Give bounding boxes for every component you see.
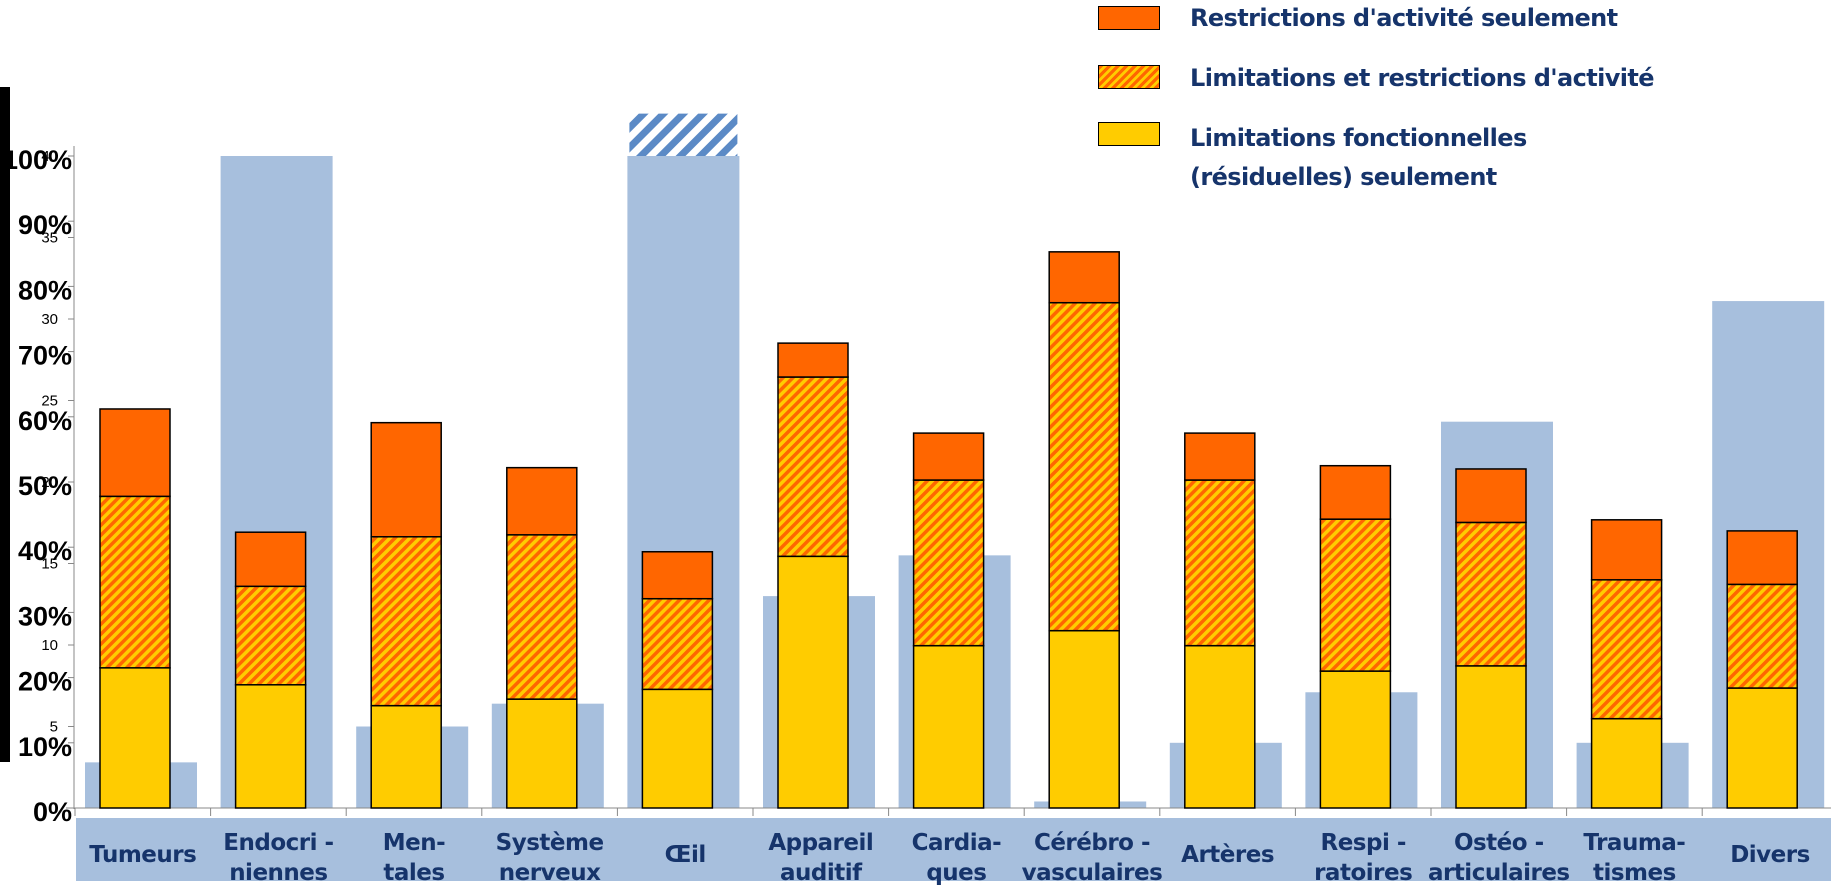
bar-segment-fonctionnelles bbox=[1184, 644, 1256, 809]
bar-segment-limitations-restrictions bbox=[506, 534, 578, 700]
category-labels: Tumeurs Endocri - niennes Men-tales Système n… bbox=[89, 830, 1810, 886]
percent-tick-label: 30% bbox=[18, 601, 72, 631]
percent-tick-label: 50% bbox=[18, 471, 72, 501]
bar-segment-restrictions bbox=[777, 342, 849, 378]
category-band bbox=[76, 818, 1831, 881]
category-label: Respi - bbox=[1320, 830, 1405, 856]
bar-segment-limitations-restrictions bbox=[1048, 301, 1120, 632]
legend-label-restrictions: Restrictions d'activité seulement bbox=[1190, 4, 1618, 32]
category-label: tismes bbox=[1593, 860, 1676, 886]
percent-tick-label: 90% bbox=[18, 210, 72, 240]
bar-segment-limitations-restrictions bbox=[777, 376, 849, 558]
secondary-tick-label: 10 bbox=[41, 637, 58, 654]
percent-tick-label: 10% bbox=[18, 732, 72, 762]
legend-swatch-hatched bbox=[1098, 65, 1160, 89]
bar-segment-fonctionnelles bbox=[99, 667, 171, 809]
bar-segment-restrictions bbox=[1319, 464, 1392, 520]
legend-label-limitations-restrictions: Limitations et restrictions d'activité bbox=[1190, 64, 1655, 92]
category-label: Cérébro - bbox=[1034, 830, 1150, 856]
bar-segment-restrictions bbox=[641, 551, 714, 600]
secondary-tick-label: 35 bbox=[41, 230, 58, 247]
bar-segment-limitations-restrictions bbox=[1319, 518, 1392, 672]
bar-segment-limitations-restrictions bbox=[1455, 521, 1527, 667]
bar-segment-fonctionnelles bbox=[1590, 717, 1663, 809]
secondary-tick-label: 20 bbox=[41, 474, 58, 491]
percent-tick-label: 70% bbox=[18, 341, 72, 371]
bar-segment-restrictions bbox=[1048, 251, 1120, 304]
category-label: Artères bbox=[1181, 842, 1274, 868]
percent-tick-label: 40% bbox=[18, 536, 72, 566]
category-label: nerveux bbox=[499, 860, 601, 886]
bar-segment-limitations-restrictions bbox=[912, 479, 985, 647]
legend-swatch-yellow bbox=[1098, 122, 1160, 146]
bar-segment-fonctionnelles bbox=[912, 644, 985, 809]
bar-segment-fonctionnelles bbox=[370, 704, 442, 809]
legend-label-fonctionnelles-2: (résiduelles) seulement bbox=[1190, 163, 1497, 191]
bar-segment-limitations-restrictions bbox=[641, 597, 714, 691]
category-label: articulaires bbox=[1428, 860, 1570, 886]
category-label: ques bbox=[926, 860, 986, 886]
bar-segment-fonctionnelles bbox=[1726, 687, 1798, 809]
bar-segment-limitations-restrictions bbox=[1590, 579, 1663, 720]
percent-tick-label: 100% bbox=[3, 145, 72, 175]
bar-segment-fonctionnelles bbox=[234, 684, 307, 809]
bar-segment-restrictions bbox=[1455, 468, 1527, 524]
category-label: tales bbox=[383, 860, 444, 886]
secondary-tick-label: 40 bbox=[41, 148, 58, 165]
bar-segment-restrictions bbox=[506, 466, 578, 536]
category-label: Men- bbox=[383, 830, 445, 856]
bar-segment-fonctionnelles bbox=[1048, 629, 1120, 809]
secondary-tick-label: 25 bbox=[41, 393, 58, 410]
category-label: niennes bbox=[229, 860, 327, 886]
legend-label-fonctionnelles-1: Limitations fonctionnelles bbox=[1190, 124, 1527, 152]
bar-segment-limitations-restrictions bbox=[370, 536, 442, 707]
bar-segment-limitations-restrictions bbox=[1184, 479, 1256, 647]
category-label: Système bbox=[496, 830, 604, 856]
category-label: vasculaires bbox=[1022, 860, 1163, 886]
axes: 5 10 15 20 25 30 35 40 0% 10% 20% 30% 40% 50% 60% 70% 80… bbox=[3, 145, 1831, 827]
category-label: Divers bbox=[1730, 842, 1810, 868]
bar-segment-limitations-restrictions bbox=[99, 495, 171, 669]
category-label: Tumeurs bbox=[89, 842, 196, 868]
bar-segment-restrictions bbox=[234, 531, 307, 588]
bar-segment-restrictions bbox=[1726, 530, 1798, 586]
secondary-tick-label: 5 bbox=[50, 719, 58, 736]
secondary-tick-label: 15 bbox=[41, 556, 58, 573]
bar-segment-restrictions bbox=[1184, 432, 1256, 481]
bar-segment-fonctionnelles bbox=[1455, 665, 1527, 809]
secondary-tick-label: 30 bbox=[41, 311, 58, 328]
percent-tick-label: 60% bbox=[18, 406, 72, 436]
percent-tick-label: 20% bbox=[18, 667, 72, 697]
category-label: Ostéo - bbox=[1454, 830, 1544, 856]
category-label: Trauma- bbox=[1583, 830, 1685, 856]
bar-segment-fonctionnelles bbox=[506, 698, 578, 809]
bar-segment-restrictions bbox=[99, 408, 171, 498]
background-bar-overflow-hatch bbox=[629, 113, 738, 156]
bar-segment-limitations-restrictions bbox=[1726, 583, 1798, 689]
category-label: Œil bbox=[665, 842, 706, 868]
percent-tick-label: 80% bbox=[18, 275, 72, 305]
category-label: auditif bbox=[780, 860, 863, 886]
stacked-bars bbox=[99, 251, 1798, 809]
left-edge-strip bbox=[0, 87, 10, 762]
bar-segment-restrictions bbox=[1590, 519, 1663, 581]
bar-segment-fonctionnelles bbox=[641, 688, 714, 809]
bar-segment-restrictions bbox=[370, 421, 442, 538]
category-label: Appareil bbox=[768, 830, 873, 856]
bar-segment-limitations-restrictions bbox=[234, 585, 307, 686]
category-label: Endocri - bbox=[223, 830, 333, 856]
bar-segment-fonctionnelles bbox=[777, 555, 849, 809]
bar-segment-restrictions bbox=[912, 432, 985, 481]
bar-segment-fonctionnelles bbox=[1319, 670, 1392, 809]
category-label: ratoires bbox=[1314, 860, 1412, 886]
legend-swatch-orange bbox=[1098, 6, 1160, 30]
category-label: Cardia- bbox=[912, 830, 1002, 856]
percent-tick-label: 0% bbox=[33, 797, 72, 827]
